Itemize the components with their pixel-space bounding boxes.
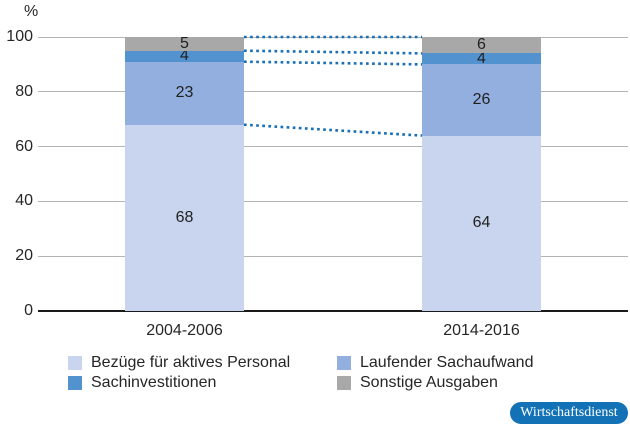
segment-value-label: 6 — [477, 36, 486, 54]
segment-value-label: 23 — [175, 84, 194, 102]
connector-dotted-line — [243, 49, 423, 55]
bar-segment: 23 — [125, 61, 244, 125]
bar-segment: 26 — [422, 64, 541, 136]
bar-segment: 4 — [125, 47, 244, 65]
legend-label: Laufender Sachaufwand — [360, 354, 534, 371]
legend-swatch-icon — [68, 356, 82, 370]
legend-item: Laufender Sachaufwand — [337, 354, 533, 372]
segment-value-label: 26 — [472, 90, 491, 108]
legend-item: Bezüge für aktives Personal — [68, 354, 290, 372]
y-tick-label-20: 20 — [15, 247, 33, 265]
bar-segment: 64 — [422, 135, 541, 311]
gridline-20 — [38, 255, 628, 257]
wirtschaftsdienst-badge-label: Wirtschaftsdienst — [520, 405, 618, 420]
legend-label: Sachinvestitionen — [91, 374, 217, 391]
y-tick-label-100: 100 — [6, 28, 33, 45]
legend-item: Sachinvestitionen — [68, 374, 216, 392]
y-tick-label-80: 80 — [15, 82, 33, 100]
legend-label: Bezüge für aktives Personal — [91, 354, 291, 371]
bar-segment: 6 — [422, 36, 541, 54]
segment-value-label: 64 — [472, 214, 491, 232]
legend-label: Sonstige Ausgaben — [360, 374, 498, 391]
legend-swatch-icon — [337, 356, 351, 370]
y-tick-label-40: 40 — [15, 192, 33, 210]
wirtschaftsdienst-badge: Wirtschaftsdienst — [510, 402, 628, 424]
connector-dotted-line — [243, 60, 423, 66]
x-axis-baseline — [38, 310, 628, 312]
gridline-40 — [38, 200, 628, 202]
gridline-80 — [38, 91, 628, 93]
y-tick-label-0: 0 — [24, 302, 33, 319]
connector-dotted-line — [243, 123, 423, 137]
bar-segment: 4 — [422, 49, 541, 67]
segment-value-label: 68 — [175, 208, 194, 226]
x-category-label: 2014-2016 — [443, 322, 520, 339]
legend-item: Sonstige Ausgaben — [337, 374, 498, 392]
legend-swatch-icon — [68, 376, 82, 390]
legend-swatch-icon — [337, 376, 351, 390]
y-axis-unit-label: % — [24, 3, 39, 20]
segment-value-label: 4 — [180, 47, 189, 65]
bar-segment: 5 — [125, 34, 244, 52]
segment-value-label: 4 — [477, 49, 486, 67]
y-tick-label-60: 60 — [15, 137, 33, 155]
gridline-60 — [38, 146, 628, 148]
x-category-label: 2004-2006 — [146, 322, 223, 339]
segment-value-label: 5 — [180, 34, 189, 52]
bar-segment: 68 — [125, 124, 244, 311]
